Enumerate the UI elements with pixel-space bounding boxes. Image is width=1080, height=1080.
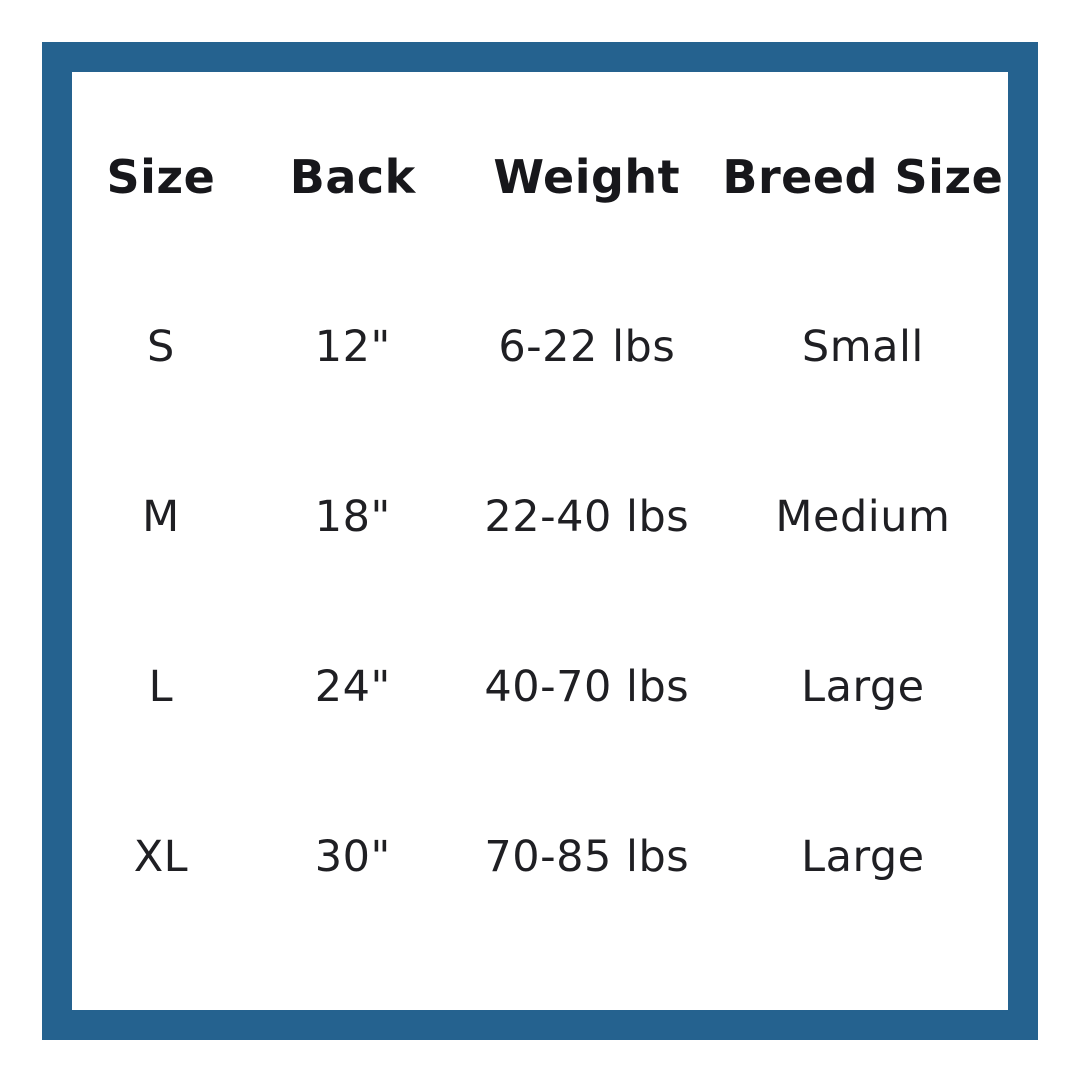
- cell-weight: 70-85 lbs: [484, 832, 690, 882]
- cell-back: 18": [314, 492, 391, 542]
- cell-breed-size: Small: [801, 322, 924, 372]
- size-chart-frame: Size Back Weight Breed Size S 12" 6-22 l…: [42, 42, 1038, 1040]
- cell-breed-size: Large: [801, 662, 925, 712]
- cell-size: S: [147, 322, 175, 372]
- cell-size: M: [142, 492, 180, 542]
- cell-back: 12": [314, 322, 391, 372]
- table-row-m: M 18" 22-40 lbs Medium: [72, 487, 1008, 547]
- table-row-xl: XL 30" 70-85 lbs Large: [72, 827, 1008, 887]
- cell-size: XL: [133, 832, 189, 882]
- cell-weight: 40-70 lbs: [484, 662, 690, 712]
- cell-size: L: [148, 662, 174, 712]
- cell-breed-size: Large: [801, 832, 925, 882]
- cell-back: 30": [314, 832, 391, 882]
- header-cell-breed-size: Breed Size: [722, 150, 1004, 204]
- header-cell-size: Size: [106, 150, 216, 204]
- cell-weight: 22-40 lbs: [484, 492, 690, 542]
- cell-breed-size: Medium: [775, 492, 951, 542]
- size-chart-table: Size Back Weight Breed Size S 12" 6-22 l…: [72, 72, 1008, 1010]
- cell-back: 24": [314, 662, 391, 712]
- cell-weight: 6-22 lbs: [498, 322, 676, 372]
- header-cell-weight: Weight: [493, 150, 681, 204]
- header-row: Size Back Weight Breed Size: [72, 147, 1008, 207]
- table-row-l: L 24" 40-70 lbs Large: [72, 657, 1008, 717]
- header-cell-back: Back: [289, 150, 416, 204]
- table-row-s: S 12" 6-22 lbs Small: [72, 317, 1008, 377]
